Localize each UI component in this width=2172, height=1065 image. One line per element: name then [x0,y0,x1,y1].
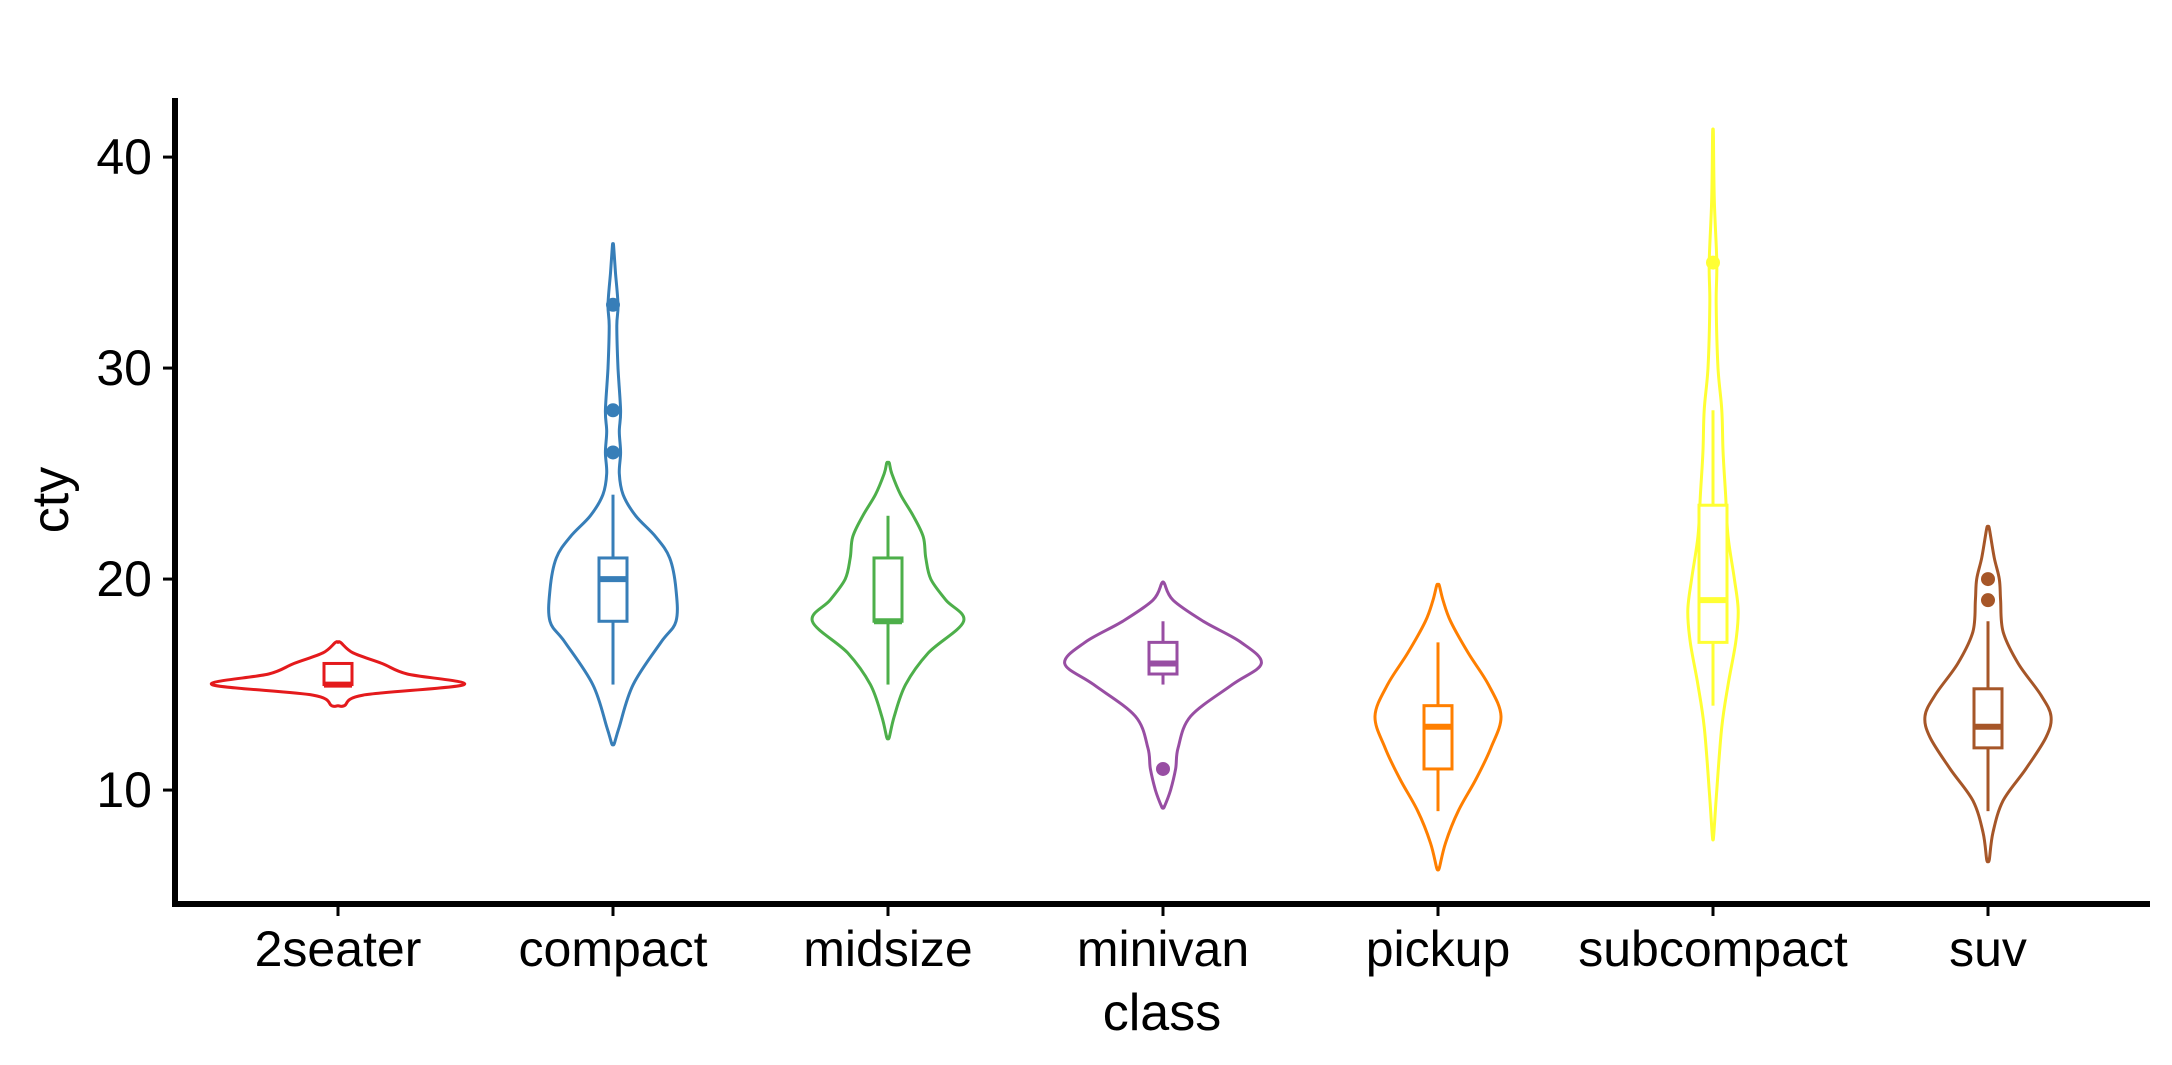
outlier-point [1156,761,1170,776]
violin-group-midsize [810,460,966,741]
x-tick-label-compact: compact [519,921,708,977]
y-tick-label: 30 [96,340,152,396]
x-tick-label-minivan: minivan [1077,921,1249,977]
violin-group-minivan [1063,580,1263,810]
violin-group-suv [1923,524,2053,864]
box-midsize [872,556,904,623]
x-tick-label-2seater: 2seater [255,921,422,977]
violin-suv [1923,524,2053,864]
y-axis-ticks: 10 20 30 40 [96,129,175,818]
y-tick-label: 10 [96,762,152,818]
plot-area [210,127,2053,872]
outlier-point [1981,572,1995,587]
violin-compact [547,242,679,747]
y-axis-title: cty [22,467,80,533]
violin-subcompact [1686,127,1740,842]
x-tick-label-subcompact: subcompact [1578,921,1848,977]
x-axis-title: class [1103,984,1221,1042]
outlier-point [1981,593,1995,608]
outlier-point [606,445,620,460]
box-subcompact [1697,503,1729,644]
outlier-point [1706,255,1720,270]
violin-group-pickup [1373,582,1503,872]
y-tick-label: 40 [96,129,152,185]
y-tick-label: 20 [96,551,152,607]
violin-2seater [210,640,466,708]
violin-group-compact [547,242,679,747]
violin-midsize [810,460,966,741]
x-tick-label-pickup: pickup [1366,921,1511,977]
box-2seater [322,661,354,687]
violin-group-2seater [210,640,466,708]
outlier-point [606,403,620,418]
violin-pickup [1373,582,1503,872]
violin-group-subcompact [1686,127,1740,842]
x-axis-ticks: 2seater compact midsize minivan pickup subcom… [255,904,2027,977]
box-pickup [1422,704,1454,771]
box-minivan [1147,640,1179,676]
outlier-point [606,297,620,312]
x-tick-label-midsize: midsize [803,921,972,977]
box-suv [1972,687,2004,750]
x-tick-label-suv: suv [1949,921,2027,977]
box-compact [597,556,629,623]
violin-minivan [1063,580,1263,810]
